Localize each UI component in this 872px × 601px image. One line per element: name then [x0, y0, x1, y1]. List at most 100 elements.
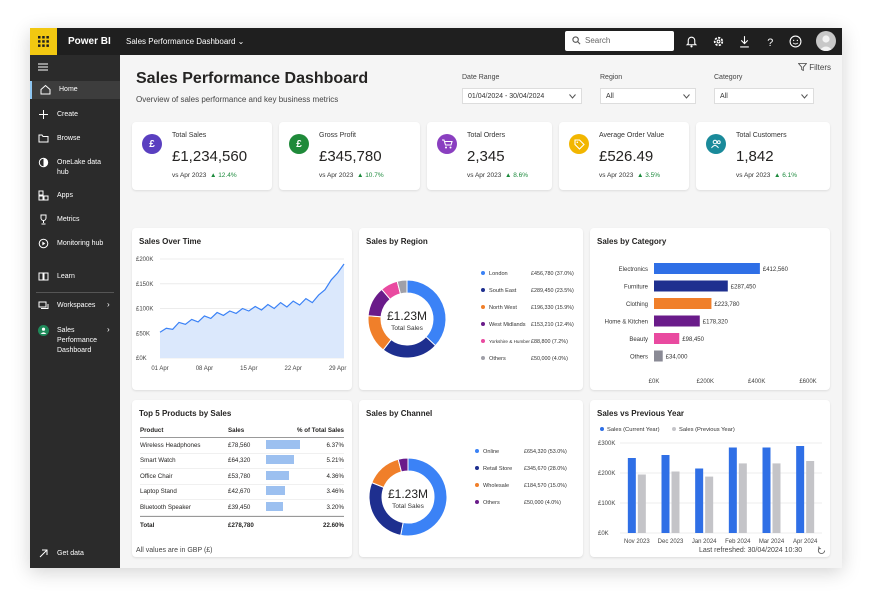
kpi-card[interactable]: Total Orders 2,345 vs Apr 2023 ▲ 8.6%: [427, 122, 552, 190]
avatar[interactable]: [816, 31, 836, 51]
legend-marker: [475, 500, 479, 504]
kpi-label: Gross Profit: [319, 132, 356, 139]
category-bar[interactable]: [654, 280, 728, 292]
yoy-bar[interactable]: [705, 476, 714, 533]
donut-slice[interactable]: [396, 279, 408, 295]
yoy-bar[interactable]: [728, 447, 737, 534]
sidebar-item-label: Monitoring hub: [57, 240, 104, 247]
report-breadcrumb[interactable]: Sales Performance Dashboard ⌄: [126, 37, 244, 46]
table-row[interactable]: Bluetooth Speaker £39,450 3.20%: [140, 500, 344, 516]
sales-by-category-card[interactable]: Sales by Category Electronics £412,560 Fur…: [590, 228, 830, 390]
category-bar[interactable]: [654, 263, 760, 274]
feedback-smiley-icon[interactable]: [789, 35, 802, 48]
category-bar[interactable]: [654, 333, 680, 344]
legend-marker: [672, 427, 676, 431]
sales-vs-previous-year-card[interactable]: Sales vs Previous Year Sales (Current Ye…: [590, 400, 830, 557]
product-cell: Wireless Headphones: [140, 441, 201, 449]
gear-icon[interactable]: [712, 35, 725, 48]
search-placeholder: Search: [585, 36, 611, 45]
x-tick-label: Nov 2023: [624, 539, 650, 545]
category-select[interactable]: All: [714, 88, 814, 104]
kpi-card[interactable]: £ Gross Profit £345,780 vs Apr 2023 ▲ 10.7%: [279, 122, 420, 190]
sales-over-time-card[interactable]: Sales Over Time £200K £150K £100K £50K £0K 01…: [132, 228, 352, 390]
legend-name: South East: [489, 288, 517, 294]
sales-cell: £78,560: [228, 441, 251, 449]
legend-value: £184,570 (15.0%): [524, 483, 567, 489]
get-data-link[interactable]: Get data: [30, 548, 120, 562]
sidebar-item-learn[interactable]: Learn: [30, 271, 120, 285]
app-launcher-icon[interactable]: [30, 28, 57, 55]
donut-slice[interactable]: [371, 458, 403, 489]
yoy-bar[interactable]: [637, 474, 646, 534]
sidebar-item-workspaces[interactable]: Workspaces ›: [30, 300, 120, 314]
sidebar-item-metrics[interactable]: Metrics: [30, 214, 120, 228]
yoy-bar[interactable]: [671, 471, 680, 534]
region-select[interactable]: All: [600, 88, 696, 104]
yoy-bar[interactable]: [738, 463, 747, 533]
refresh-icon[interactable]: [817, 546, 826, 555]
kpi-card[interactable]: Average Order Value £526.49 vs Apr 2023 ▲ …: [559, 122, 689, 190]
donut-center-value: £1.23M: [387, 309, 427, 323]
sales-by-region-card[interactable]: Sales by Region £1.23M Total Sales London £…: [359, 228, 583, 390]
kpi-card[interactable]: £ Total Sales £1,234,560 vs Apr 2023 ▲ 12.4…: [132, 122, 272, 190]
category-bar[interactable]: [654, 350, 663, 362]
currency-note: All values are in GBP (£): [136, 547, 213, 554]
sidebar-item-apps[interactable]: Apps: [30, 190, 120, 204]
sidebar-item-browse[interactable]: Browse: [30, 133, 120, 147]
x-tick-label: Mar 2024: [759, 539, 785, 545]
yoy-bar[interactable]: [695, 468, 704, 534]
last-refreshed: Last refreshed: 30/04/2024 10:30: [699, 547, 803, 554]
chevron-down-icon: [683, 94, 690, 99]
report-name: Sales Performance Dashboard: [126, 37, 236, 46]
pct-cell: 5.21%: [326, 457, 344, 465]
search-input[interactable]: Search: [565, 31, 674, 51]
donut-slice[interactable]: [397, 457, 409, 473]
sales-line: [159, 263, 345, 333]
y-tick-label: £200K: [598, 471, 615, 477]
table-row[interactable]: Office Chair £53,780 4.36%: [140, 469, 344, 485]
sidebar-item-home[interactable]: Home: [30, 81, 120, 99]
sidebar: Home Create Browse OneLake data hub Apps…: [30, 55, 120, 568]
table-row[interactable]: Smart Watch £64,320 5.21%: [140, 454, 344, 469]
kpi-compare-period: vs Apr 2023: [599, 172, 634, 179]
sidebar-item-onelake[interactable]: OneLake data hub: [30, 157, 120, 179]
sidebar-item-create[interactable]: Create: [30, 109, 120, 123]
yoy-bar[interactable]: [772, 463, 781, 533]
donut-center-label: Total Sales: [391, 325, 424, 332]
download-icon[interactable]: [738, 35, 751, 48]
bell-icon[interactable]: [685, 35, 698, 48]
kpi-card[interactable]: Total Customers 1,842 vs Apr 2023 ▲ 6.1%: [696, 122, 830, 190]
column-header: Sales: [228, 427, 245, 434]
yoy-bar[interactable]: [627, 458, 636, 533]
filters-button[interactable]: Filters: [797, 63, 831, 72]
table-row[interactable]: Wireless Headphones £78,560 6.37%: [140, 438, 344, 454]
kpi-icon-circle: [706, 134, 726, 154]
pound-icon: £: [149, 138, 155, 150]
date-range-select[interactable]: 01/04/2024 - 30/04/2024: [462, 88, 582, 104]
yoy-bar[interactable]: [762, 447, 771, 534]
sidebar-item-sales-dashboard[interactable]: Sales Performance Dashboard ›: [30, 325, 120, 357]
legend-value: £456,780 (37.0%): [531, 271, 574, 277]
help-icon[interactable]: ?: [764, 35, 777, 48]
category-bar[interactable]: [654, 298, 712, 309]
sales-by-channel-card[interactable]: Sales by Channel £1.23M Total Sales Online…: [359, 400, 583, 557]
yoy-bar[interactable]: [661, 455, 670, 533]
pct-cell: 6.37%: [326, 441, 344, 449]
table-row[interactable]: Laptop Stand £42,670 3.46%: [140, 485, 344, 500]
legend-name: North West: [489, 305, 517, 311]
yoy-bar[interactable]: [806, 461, 815, 533]
sidebar-item-monitoring[interactable]: Monitoring hub: [30, 238, 120, 260]
category-bar[interactable]: [654, 315, 700, 327]
kpi-comparison: vs Apr 2023 ▲ 12.4%: [172, 172, 237, 179]
yoy-bar[interactable]: [796, 446, 805, 533]
y-tick-label: £150K: [136, 282, 153, 288]
legend-marker: [481, 305, 485, 309]
donut-center-value: £1.23M: [388, 487, 428, 501]
top-products-card[interactable]: Top 5 Products by Sales Product Sales % of…: [132, 400, 352, 557]
category-value-label: £223,780: [714, 302, 740, 308]
column-header: % of Total Sales: [297, 427, 344, 434]
hamburger-menu-icon[interactable]: [38, 63, 48, 71]
pct-bar: [266, 455, 294, 465]
product-cell: Laptop Stand: [140, 488, 177, 496]
sidebar-item-label: Browse: [57, 135, 81, 142]
